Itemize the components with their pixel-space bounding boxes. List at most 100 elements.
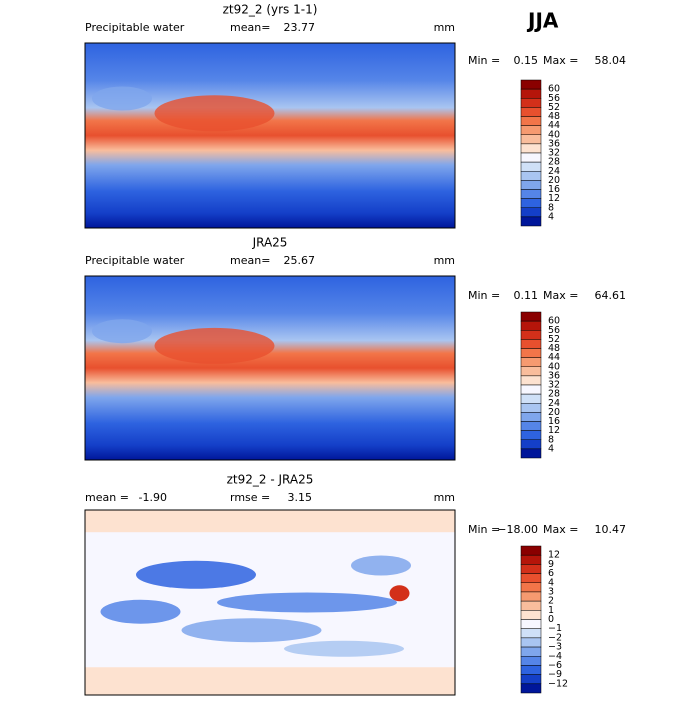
colorbar-label: −1 bbox=[548, 623, 562, 634]
map-field bbox=[85, 43, 455, 228]
colorbar-label: 28 bbox=[548, 389, 560, 400]
colorbar-box bbox=[520, 98, 542, 108]
colorbar-label: 52 bbox=[548, 102, 560, 113]
colorbar-label: 36 bbox=[548, 138, 560, 149]
colorbar-box bbox=[520, 430, 542, 440]
map-frame bbox=[84, 509, 456, 696]
stat-value: 25.67 bbox=[284, 254, 316, 267]
colorbar-box bbox=[520, 330, 542, 340]
anomaly bbox=[389, 585, 410, 602]
colorbar-box bbox=[520, 348, 542, 358]
map bbox=[84, 275, 456, 461]
colorbar-box bbox=[520, 554, 542, 565]
colorbar-label: 16 bbox=[548, 184, 560, 195]
stat-value: -1.90 bbox=[139, 491, 167, 504]
field-label: Precipitable water bbox=[85, 254, 185, 267]
units: mm bbox=[434, 491, 455, 504]
colorbar-label: 20 bbox=[548, 407, 560, 418]
colorbar-label: 12 bbox=[548, 550, 560, 561]
colorbar-label: 16 bbox=[548, 416, 560, 427]
colorbar-label: −6 bbox=[548, 660, 562, 671]
min-label: Min = bbox=[468, 54, 500, 67]
colorbar-box bbox=[520, 125, 542, 135]
colorbar-label: 32 bbox=[548, 148, 560, 159]
colorbar-box bbox=[520, 384, 542, 395]
colorbar-label: −9 bbox=[548, 669, 562, 680]
colorbar-box bbox=[520, 582, 542, 593]
panel-title: zt92_2 (yrs 1-1) bbox=[223, 3, 318, 17]
field-label: Precipitable water bbox=[85, 21, 185, 34]
colorbar-label: 32 bbox=[548, 380, 560, 391]
colorbar-box bbox=[520, 573, 542, 583]
colorbar-label: 56 bbox=[548, 93, 560, 104]
colorbar-box bbox=[520, 107, 542, 117]
colorbar-box bbox=[520, 88, 542, 99]
colorbar-box bbox=[520, 683, 542, 694]
colorbar-box bbox=[520, 320, 542, 331]
colorbar-label: 24 bbox=[548, 166, 560, 177]
dry-region bbox=[92, 86, 152, 111]
stat-value: 23.77 bbox=[284, 21, 316, 34]
colorbar-box bbox=[520, 637, 542, 648]
colorbar-box bbox=[520, 207, 542, 218]
anomaly bbox=[284, 640, 404, 657]
min-label: Min = bbox=[468, 523, 500, 536]
colorbar-box bbox=[520, 591, 542, 602]
colorbar-box bbox=[520, 134, 542, 145]
colorbar-label: 56 bbox=[548, 325, 560, 336]
colorbar-box bbox=[520, 116, 542, 126]
colorbar-box bbox=[520, 357, 542, 367]
colorbar-label: 8 bbox=[548, 202, 554, 213]
colorbar-label: 6 bbox=[548, 568, 554, 579]
anomaly bbox=[351, 555, 411, 576]
colorbar-label: 44 bbox=[548, 352, 560, 363]
map-frame bbox=[84, 42, 456, 229]
colorbar-box bbox=[520, 189, 542, 199]
colorbar-box bbox=[520, 403, 542, 413]
colorbar-label: 4 bbox=[548, 577, 554, 588]
colorbar-box bbox=[520, 412, 542, 422]
colorbar-box bbox=[520, 171, 542, 181]
max-label: Max = bbox=[543, 289, 578, 302]
warm-pool bbox=[154, 327, 275, 364]
colorbar-box bbox=[520, 366, 542, 377]
anomaly bbox=[100, 599, 181, 624]
dry-region bbox=[92, 319, 152, 344]
colorbar-box bbox=[520, 628, 542, 639]
colorbar-label: 60 bbox=[548, 84, 560, 95]
colorbar-box bbox=[520, 448, 542, 459]
colorbar-box bbox=[520, 152, 542, 163]
colorbar-label: 3 bbox=[548, 586, 554, 597]
stat-label: mean= bbox=[230, 21, 270, 34]
max-label: Max = bbox=[543, 523, 578, 536]
colorbar-box bbox=[520, 600, 542, 611]
max-value: 58.04 bbox=[595, 54, 627, 67]
colorbar-label: 8 bbox=[548, 434, 554, 445]
min-value: 0.11 bbox=[514, 289, 539, 302]
colorbar-label: 48 bbox=[548, 343, 560, 354]
max-label: Max = bbox=[543, 54, 578, 67]
colorbar-label: 12 bbox=[548, 425, 560, 436]
season-label: JJA bbox=[526, 9, 559, 33]
colorbar-label: 4 bbox=[548, 211, 554, 222]
colorbar-box bbox=[520, 79, 542, 90]
colorbar-box bbox=[520, 180, 542, 190]
min-value: −18.00 bbox=[497, 523, 538, 536]
map bbox=[84, 509, 456, 696]
panel-title: JRA25 bbox=[252, 236, 288, 250]
units: mm bbox=[434, 21, 455, 34]
map-frame bbox=[84, 275, 456, 461]
colorbar-box bbox=[520, 216, 542, 227]
colorbar-label: 4 bbox=[548, 443, 554, 454]
stat-label: mean= bbox=[230, 254, 270, 267]
colorbar-label: 28 bbox=[548, 157, 560, 168]
colorbar-label: 20 bbox=[548, 175, 560, 186]
colorbar-label: 24 bbox=[548, 398, 560, 409]
colorbar-label: −12 bbox=[548, 678, 568, 689]
colorbar-box bbox=[520, 311, 542, 322]
units: mm bbox=[434, 254, 455, 267]
colorbar-label: 40 bbox=[548, 361, 560, 372]
colorbar-box bbox=[520, 610, 542, 620]
colorbar-label: −2 bbox=[548, 632, 562, 643]
colorbar-label: 0 bbox=[548, 614, 554, 625]
